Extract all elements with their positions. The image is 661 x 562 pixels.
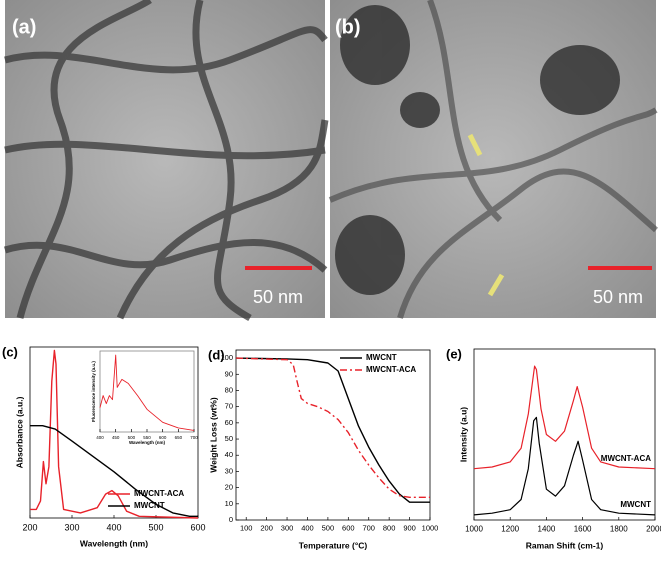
legend-label: MWCNT-ACA (366, 365, 416, 374)
y-axis-label: Fluorescence intensity (a.u.) (91, 361, 96, 422)
scale-label: 50 nm (253, 287, 303, 307)
x-axis-label: Wavelength (nm) (80, 538, 148, 548)
x-tick-label: 1800 (610, 524, 628, 533)
x-tick-label: 800 (383, 524, 396, 533)
panel-label: (e) (446, 346, 462, 361)
series-line (235, 357, 430, 503)
y-tick-label: 90 (225, 369, 233, 378)
y-tick-label: 60 (225, 418, 233, 427)
x-axis-label: Temperature (°C) (299, 540, 368, 550)
inset-frame (99, 350, 195, 433)
tem-image-b: (b) 50 nm (328, 0, 658, 319)
y-tick-label: 80 (225, 385, 233, 394)
x-tick-label: 1400 (538, 524, 556, 533)
x-tick-label: 450 (112, 435, 120, 440)
x-tick-label: 650 (175, 435, 183, 440)
y-axis-label: Absorbance (a.u.) (14, 396, 24, 468)
x-tick-label: 1000 (465, 524, 483, 533)
series-line (473, 416, 656, 516)
y-tick-label: 40 (225, 450, 233, 459)
x-tick-label: 200 (22, 522, 37, 532)
tem-image-a: (a) 50 nm (3, 0, 329, 322)
y-tick-label: 20 (225, 483, 233, 492)
x-tick-label: 1600 (574, 524, 592, 533)
panel-label: (d) (208, 347, 225, 362)
x-axis-label: Wavelength (nm) (129, 440, 166, 445)
x-tick-label: 200 (260, 524, 273, 533)
x-tick-label: 600 (342, 524, 355, 533)
y-tick-label: 100 (220, 353, 233, 362)
series-line (473, 365, 656, 470)
x-tick-label: 500 (322, 524, 335, 533)
y-axis-label: Intensity (a.u) (458, 407, 468, 462)
legend-label: MWCNT-ACA (134, 489, 184, 498)
series-line (30, 425, 198, 517)
x-tick-label: 1000 (422, 524, 439, 533)
series-label: MWCNT-ACA (601, 454, 651, 463)
y-tick-label: 10 (225, 499, 233, 508)
scale-label: 50 nm (593, 287, 643, 307)
x-tick-label: 500 (148, 522, 163, 532)
x-tick-label: 100 (240, 524, 253, 533)
x-tick-label: 300 (281, 524, 294, 533)
panel-label: (c) (2, 344, 18, 359)
series-label: MWCNT (620, 500, 651, 509)
x-tick-label: 700 (190, 435, 198, 440)
x-tick-label: 600 (159, 435, 167, 440)
series-line (30, 349, 199, 519)
y-tick-label: 0 (229, 515, 233, 524)
x-tick-label: 400 (301, 524, 314, 533)
y-axis-label: Weight Loss (wt%) (208, 397, 218, 473)
panel-label: (a) (12, 16, 36, 38)
x-tick-label: 600 (190, 522, 205, 532)
x-tick-label: 400 (106, 522, 121, 532)
y-tick-label: 50 (225, 434, 233, 443)
series-line (235, 357, 430, 498)
x-tick-label: 550 (143, 435, 151, 440)
legend-label: MWCNT (134, 501, 165, 510)
y-tick-label: 70 (225, 402, 233, 411)
plot-frame (473, 348, 656, 521)
x-tick-label: 500 (128, 435, 136, 440)
legend-label: MWCNT (366, 353, 397, 362)
x-tick-label: 2000 (646, 524, 661, 533)
x-tick-label: 1200 (501, 524, 519, 533)
x-tick-label: 900 (403, 524, 416, 533)
x-axis-label: Raman Shift (cm-1) (526, 540, 604, 550)
series-line (99, 354, 195, 431)
x-tick-label: 400 (96, 435, 104, 440)
panel-label: (b) (335, 16, 361, 38)
y-tick-label: 30 (225, 466, 233, 475)
x-tick-label: 300 (64, 522, 79, 532)
x-tick-label: 700 (362, 524, 375, 533)
